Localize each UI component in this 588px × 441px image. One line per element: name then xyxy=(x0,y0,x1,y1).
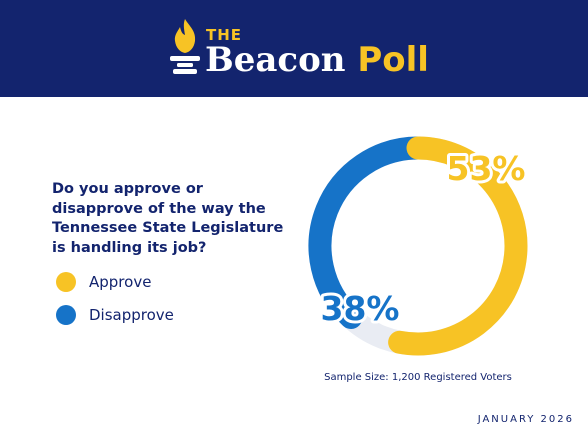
donut-chart: 53% 38% xyxy=(308,136,529,356)
data-label-disapprove: 38% xyxy=(321,289,400,328)
brand-prefix: THE xyxy=(206,26,243,44)
legend-swatch-disapprove xyxy=(56,305,76,325)
donut-slice-disapprove xyxy=(308,136,430,329)
brand-name-accent: Poll xyxy=(357,40,429,80)
data-label-approve: 53% xyxy=(447,149,526,188)
legend-swatch-approve xyxy=(56,272,76,292)
header-banner: THE Beacon Poll xyxy=(0,0,588,97)
brand-title: Beacon Poll xyxy=(205,40,429,80)
legend-label-disapprove: Disapprove xyxy=(89,306,174,324)
sample-size-note: Sample Size: 1,200 Registered Voters xyxy=(324,372,512,383)
publication-date: JANUARY 2026 xyxy=(477,414,574,425)
legend-item-disapprove: Disapprove xyxy=(56,304,174,326)
torch-icon xyxy=(170,19,200,74)
brand-name: Beacon xyxy=(205,40,358,80)
donut-slice-approve xyxy=(388,136,528,356)
legend-item-approve: Approve xyxy=(56,271,151,293)
legend-label-approve: Approve xyxy=(89,273,152,291)
poll-question: Do you approve or disapprove of the way … xyxy=(52,181,284,256)
